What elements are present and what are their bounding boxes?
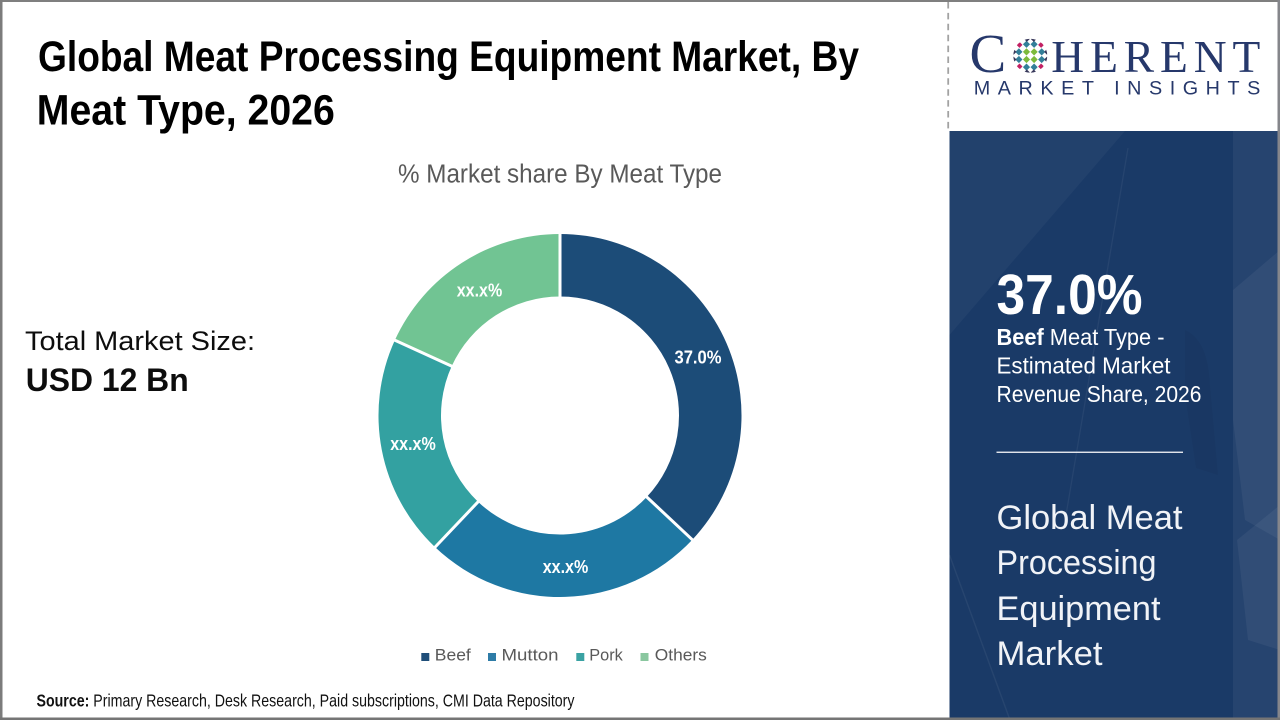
svg-text:USD 12 Bn: USD 12 Bn: [26, 362, 189, 398]
svg-text:Processing: Processing: [997, 544, 1157, 582]
svg-text:Source: Primary Research, Desk: Source: Primary Research, Desk Research,…: [37, 691, 575, 711]
svg-text:Mutton: Mutton: [502, 646, 559, 665]
svg-text:Pork: Pork: [589, 646, 623, 665]
svg-text:xx.x%: xx.x%: [457, 280, 503, 301]
svg-text:Beef: Beef: [435, 646, 471, 665]
svg-text:Estimated Market: Estimated Market: [997, 353, 1172, 379]
svg-text:Meat Type, 2026: Meat Type, 2026: [37, 86, 335, 134]
svg-text:Revenue Share, 2026: Revenue Share, 2026: [997, 381, 1202, 407]
svg-text:xx.x%: xx.x%: [390, 433, 436, 454]
svg-text:C: C: [970, 23, 1007, 84]
svg-text:Beef Meat Type -: Beef Meat Type -: [997, 324, 1165, 350]
svg-text:37.0%: 37.0%: [997, 263, 1143, 327]
svg-text:37.0%: 37.0%: [675, 347, 722, 368]
svg-text:Market: Market: [997, 635, 1104, 673]
svg-text:Equipment: Equipment: [997, 590, 1162, 628]
svg-text:Others: Others: [655, 646, 707, 665]
svg-text:xx.x%: xx.x%: [543, 556, 589, 577]
svg-text:Global Meat: Global Meat: [997, 499, 1184, 537]
svg-text:MARKET INSIGHTS: MARKET INSIGHTS: [974, 78, 1261, 100]
svg-text:% Market share By Meat Type: % Market share By Meat Type: [398, 158, 722, 188]
svg-text:Total Market Size:: Total Market Size:: [25, 325, 255, 356]
svg-text:Global Meat Processing Equipme: Global Meat Processing Equipment Market,…: [38, 33, 859, 81]
